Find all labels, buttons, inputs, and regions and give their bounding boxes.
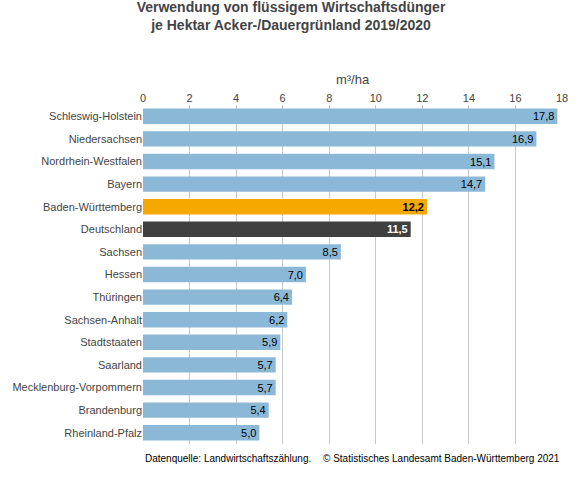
- svg-text:8,5: 8,5: [323, 246, 338, 258]
- svg-text:16: 16: [509, 92, 521, 104]
- svg-text:Bayern: Bayern: [107, 178, 142, 190]
- svg-text:Saarland: Saarland: [98, 359, 142, 371]
- svg-text:Schleswig-Holstein: Schleswig-Holstein: [49, 110, 142, 122]
- svg-text:Nordrhein-Westfalen: Nordrhein-Westfalen: [41, 155, 142, 167]
- svg-text:16,9: 16,9: [512, 133, 533, 145]
- svg-text:Rheinland-Pfalz: Rheinland-Pfalz: [64, 427, 142, 439]
- svg-text:Verwendung von flüssigem Wirts: Verwendung von flüssigem Wirtschaftsdüng…: [137, 0, 446, 33]
- svg-text:Baden-Württemberg: Baden-Württemberg: [43, 201, 142, 213]
- svg-text:Hessen: Hessen: [105, 268, 142, 280]
- svg-text:14: 14: [463, 92, 475, 104]
- svg-text:7,0: 7,0: [288, 269, 303, 281]
- svg-text:Niedersachsen: Niedersachsen: [69, 133, 142, 145]
- svg-text:Sachsen: Sachsen: [99, 246, 142, 258]
- svg-text:6,2: 6,2: [269, 314, 284, 326]
- svg-text:Thüringen: Thüringen: [92, 291, 142, 303]
- svg-text:10: 10: [370, 92, 382, 104]
- svg-text:Sachsen-Anhalt: Sachsen-Anhalt: [64, 314, 142, 326]
- svg-text:5,9: 5,9: [262, 336, 277, 348]
- svg-text:6,4: 6,4: [274, 291, 289, 303]
- svg-text:17,8: 17,8: [533, 110, 554, 122]
- svg-text:8: 8: [326, 92, 332, 104]
- svg-text:5,7: 5,7: [257, 382, 272, 394]
- svg-text:0: 0: [140, 92, 146, 104]
- svg-text:18: 18: [556, 92, 568, 104]
- svg-text:5,4: 5,4: [250, 404, 265, 416]
- svg-text:Brandenburg: Brandenburg: [78, 404, 142, 416]
- svg-text:2: 2: [186, 92, 192, 104]
- svg-text:Deutschland: Deutschland: [81, 223, 142, 235]
- svg-text:5,7: 5,7: [257, 359, 272, 371]
- svg-text:12,2: 12,2: [403, 201, 424, 213]
- svg-text:11,5: 11,5: [387, 223, 408, 235]
- svg-text:4: 4: [233, 92, 239, 104]
- svg-text:5,0: 5,0: [241, 427, 256, 439]
- svg-text:© Statistisches Landesamt Bade: © Statistisches Landesamt Baden-Württemb…: [323, 453, 560, 464]
- svg-text:12: 12: [416, 92, 428, 104]
- svg-text:15,1: 15,1: [470, 156, 491, 168]
- svg-text:Stadtstaaten: Stadtstaaten: [80, 336, 142, 348]
- svg-text:14,7: 14,7: [461, 178, 482, 190]
- svg-text:Datenquelle: Landwirtschaftszä: Datenquelle: Landwirtschaftszählung.: [145, 453, 311, 464]
- svg-text:Mecklenburg-Vorpommern: Mecklenburg-Vorpommern: [12, 381, 142, 393]
- svg-text:m³/ha: m³/ha: [336, 72, 370, 87]
- svg-text:6: 6: [280, 92, 286, 104]
